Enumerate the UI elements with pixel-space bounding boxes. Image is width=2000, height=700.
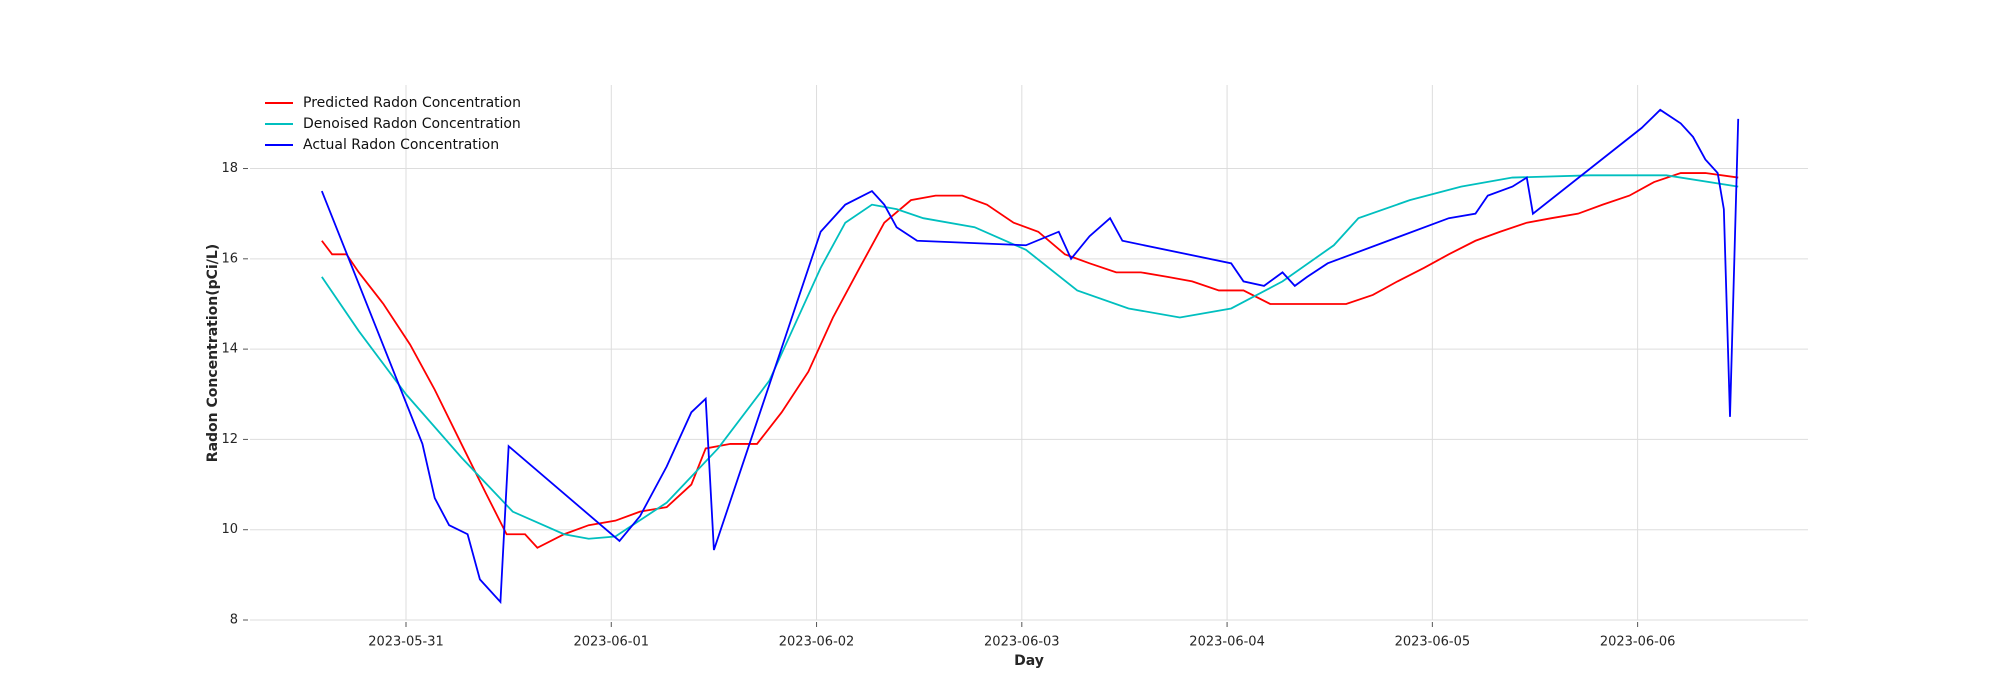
data-line xyxy=(321,108,1740,605)
x-tick-label: 2023-06-05 xyxy=(1395,635,1471,650)
legend-label: Predicted Radon Concentration xyxy=(303,95,521,111)
y-axis-title: Radon Concentration(pCi/L) xyxy=(205,244,221,462)
data-line xyxy=(321,174,1739,540)
y-tick-label: 14 xyxy=(221,342,238,357)
x-tick-label: 2023-06-01 xyxy=(573,635,649,650)
y-tick-label: 16 xyxy=(221,251,238,266)
x-tick-label: 2023-06-03 xyxy=(984,635,1060,650)
y-tick-label: 18 xyxy=(221,161,238,176)
legend-label: Denoised Radon Concentration xyxy=(303,116,521,132)
x-tick-label: 2023-06-04 xyxy=(1189,635,1265,650)
x-tick-label: 2023-06-02 xyxy=(779,635,855,650)
y-tick-label: 10 xyxy=(221,522,238,537)
x-axis-title: Day xyxy=(1014,653,1044,669)
legend-label: Actual Radon Concentration xyxy=(303,137,499,153)
y-tick-label: 8 xyxy=(230,613,238,628)
y-tick-label: 12 xyxy=(221,432,238,447)
x-tick-label: 2023-06-06 xyxy=(1600,635,1676,650)
x-tick-label: 2023-05-31 xyxy=(368,635,444,650)
data-line xyxy=(321,172,1739,549)
